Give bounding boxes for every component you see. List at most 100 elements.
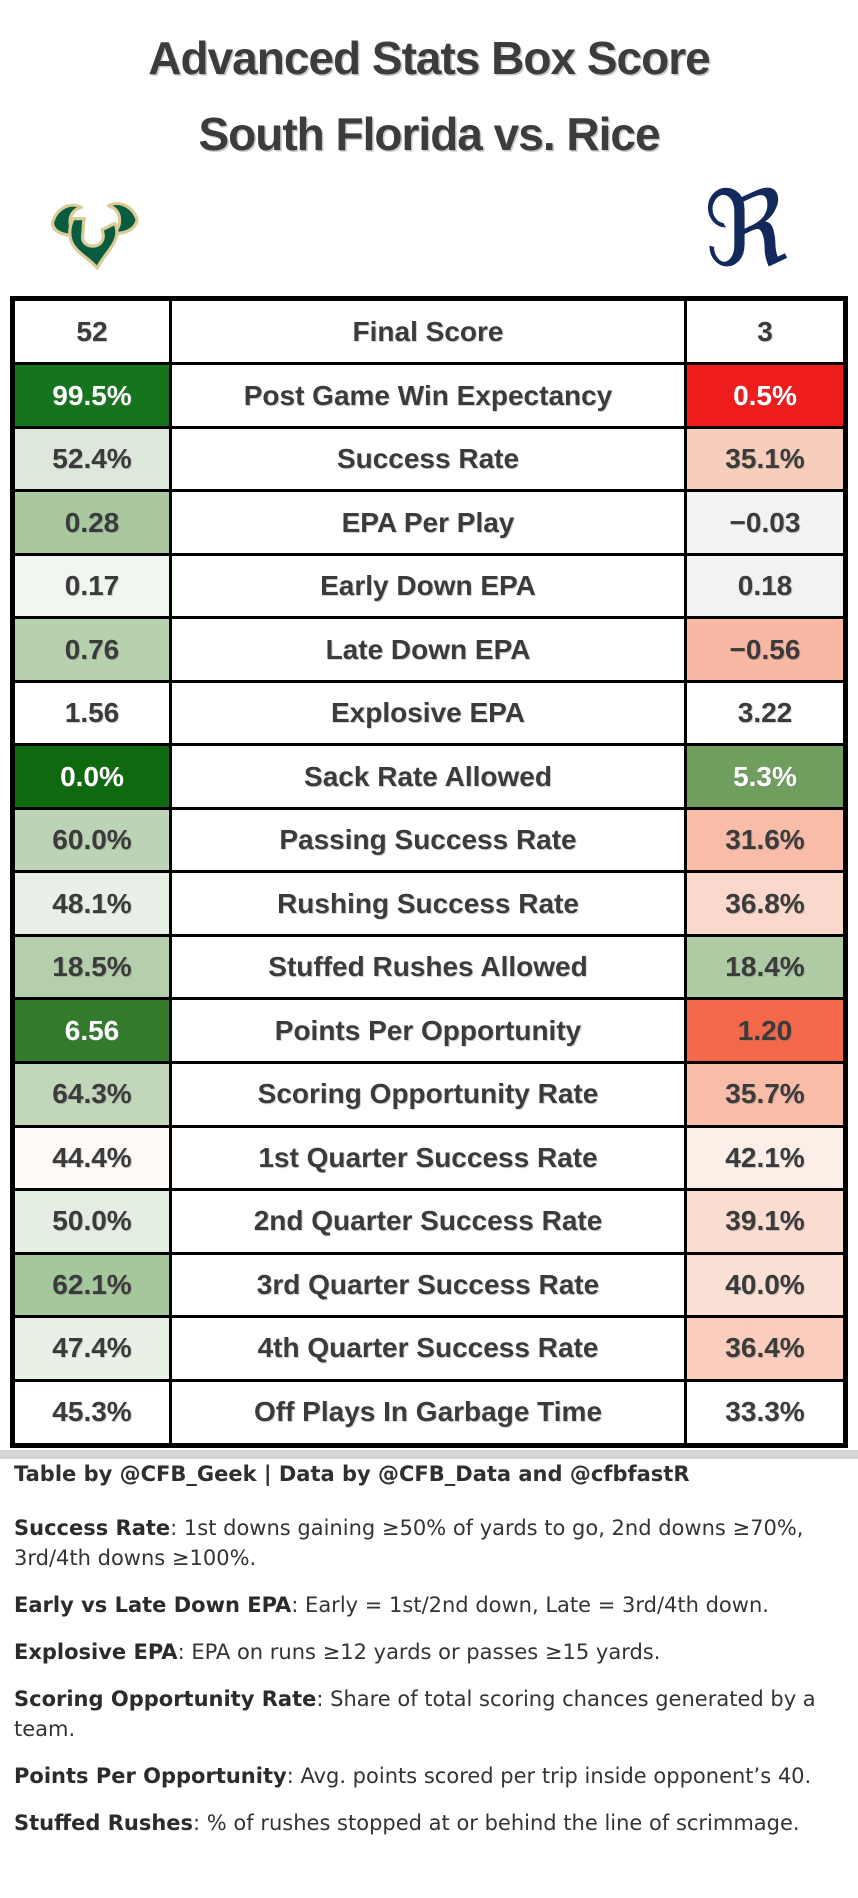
table-row: 50.0% 2nd Quarter Success Rate 39.1%: [11, 1188, 847, 1255]
table-row: 44.4% 1st Quarter Success Rate 42.1%: [11, 1124, 847, 1192]
logo-row: ℜ: [0, 169, 858, 295]
usf-value-cell: 44.4%: [11, 1124, 172, 1192]
credit-line: Table by @CFB_Geek | Data by @CFB_Data a…: [14, 1462, 690, 1486]
glossary-note: Explosive EPA: EPA on runs ≥12 yards or …: [14, 1637, 842, 1667]
glossary-term: Early vs Late Down EPA: [14, 1593, 292, 1617]
usf-value-cell: 50.0%: [11, 1188, 172, 1255]
glossary-definition: : Share of total scoring chances generat…: [14, 1687, 816, 1741]
usf-value-cell: 52: [11, 296, 172, 366]
table-row: 6.56 Points Per Opportunity 1.20: [11, 997, 847, 1064]
metric-label: Scoring Opportunity Rate: [169, 1061, 687, 1128]
rice-value-cell: −0.03: [684, 489, 847, 556]
table-row: 48.1% Rushing Success Rate 36.8%: [11, 870, 847, 937]
rice-value-cell: 36.4%: [684, 1315, 847, 1382]
rice-value-cell: 18.4%: [684, 933, 847, 1001]
glossary-term: Explosive EPA: [14, 1640, 178, 1664]
title-line-2: South Florida vs. Rice: [198, 108, 660, 160]
table-bottom-divider: [0, 1450, 858, 1459]
usf-value-cell: 99.5%: [11, 362, 172, 429]
usf-value-cell: 18.5%: [11, 933, 172, 1001]
glossary-note: Points Per Opportunity: Avg. points scor…: [14, 1761, 842, 1791]
usf-value-cell: 47.4%: [11, 1315, 172, 1382]
metric-label: Early Down EPA: [169, 552, 687, 620]
glossary-note: Success Rate: 1st downs gaining ≥50% of …: [14, 1513, 842, 1573]
rice-value-cell: 35.1%: [684, 425, 847, 493]
usf-value-cell: 62.1%: [11, 1251, 172, 1319]
rice-value-cell: 3.22: [684, 679, 847, 747]
rice-value-cell: 33.3%: [684, 1378, 847, 1448]
rice-value-cell: 5.3%: [684, 743, 847, 810]
usf-value-cell: 64.3%: [11, 1061, 172, 1128]
glossary-term: Success Rate: [14, 1516, 171, 1540]
rice-value-cell: 42.1%: [684, 1124, 847, 1192]
metric-label: Late Down EPA: [169, 616, 687, 683]
footer: Table by @CFB_Geek | Data by @CFB_Data a…: [14, 1462, 842, 1855]
usf-value-cell: 60.0%: [11, 806, 172, 874]
glossary-term: Points Per Opportunity: [14, 1764, 287, 1788]
metric-label: Sack Rate Allowed: [169, 743, 687, 810]
table-row: 0.76 Late Down EPA −0.56: [11, 616, 847, 683]
rice-value-cell: 36.8%: [684, 870, 847, 937]
rice-value-cell: 35.7%: [684, 1061, 847, 1128]
metric-label: Off Plays In Garbage Time: [169, 1378, 687, 1448]
rice-value-cell: 40.0%: [684, 1251, 847, 1319]
metric-label: Success Rate: [169, 425, 687, 493]
rice-value-cell: 39.1%: [684, 1188, 847, 1255]
metric-label: Stuffed Rushes Allowed: [169, 933, 687, 1001]
table-row: 47.4% 4th Quarter Success Rate 36.4%: [11, 1315, 847, 1382]
usf-value-cell: 0.0%: [11, 743, 172, 810]
usf-value-cell: 0.76: [11, 616, 172, 683]
rice-r-glyph: ℜ: [703, 168, 789, 290]
metric-label: Rushing Success Rate: [169, 870, 687, 937]
stats-table: 52 Final Score 3 99.5% Post Game Win Exp…: [10, 296, 848, 1448]
glossary-definition: : Avg. points scored per trip inside opp…: [286, 1764, 812, 1788]
metric-label: EPA Per Play: [169, 489, 687, 556]
usf-value-cell: 0.17: [11, 552, 172, 620]
glossary-note: Stuffed Rushes: % of rushes stopped at o…: [14, 1808, 842, 1838]
glossary-note: Early vs Late Down EPA: Early = 1st/2nd …: [14, 1590, 842, 1620]
usf-bull-logo-icon: [46, 199, 150, 283]
metric-label: Final Score: [169, 296, 687, 366]
metric-label: 3rd Quarter Success Rate: [169, 1251, 687, 1319]
title-line-1: Advanced Stats Box Score: [148, 32, 710, 84]
usf-value-cell: 6.56: [11, 997, 172, 1064]
metric-label: Post Game Win Expectancy: [169, 362, 687, 429]
table-row: 18.5% Stuffed Rushes Allowed 18.4%: [11, 933, 847, 1001]
rice-r-logo-icon: ℜ: [686, 169, 806, 289]
table-row: 1.56 Explosive EPA 3.22: [11, 679, 847, 747]
page-title: Advanced Stats Box Score South Florida v…: [0, 20, 858, 172]
table-row: 0.0% Sack Rate Allowed 5.3%: [11, 743, 847, 810]
glossary-note: Scoring Opportunity Rate: Share of total…: [14, 1684, 842, 1744]
table-row: 0.17 Early Down EPA 0.18: [11, 552, 847, 620]
rice-value-cell: 3: [684, 296, 847, 366]
usf-value-cell: 48.1%: [11, 870, 172, 937]
table-row: 99.5% Post Game Win Expectancy 0.5%: [11, 362, 847, 429]
rice-value-cell: 0.18: [684, 552, 847, 620]
glossary: Success Rate: 1st downs gaining ≥50% of …: [14, 1513, 842, 1838]
usf-value-cell: 45.3%: [11, 1378, 172, 1448]
glossary-definition: : EPA on runs ≥12 yards or passes ≥15 ya…: [177, 1640, 661, 1664]
metric-label: Points Per Opportunity: [169, 997, 687, 1064]
rice-value-cell: 31.6%: [684, 806, 847, 874]
glossary-definition: : Early = 1st/2nd down, Late = 3rd/4th d…: [291, 1593, 769, 1617]
rice-value-cell: 0.5%: [684, 362, 847, 429]
rice-value-cell: −0.56: [684, 616, 847, 683]
table-row: 60.0% Passing Success Rate 31.6%: [11, 806, 847, 874]
table-row: 52 Final Score 3: [11, 296, 847, 366]
table-row: 62.1% 3rd Quarter Success Rate 40.0%: [11, 1251, 847, 1319]
stats-table-body: 52 Final Score 3 99.5% Post Game Win Exp…: [11, 296, 847, 1448]
usf-value-cell: 0.28: [11, 489, 172, 556]
metric-label: Passing Success Rate: [169, 806, 687, 874]
table-row: 52.4% Success Rate 35.1%: [11, 425, 847, 493]
glossary-definition: : 1st downs gaining ≥50% of yards to go,…: [14, 1516, 804, 1570]
glossary-definition: : % of rushes stopped at or behind the l…: [193, 1811, 800, 1835]
table-row: 64.3% Scoring Opportunity Rate 35.7%: [11, 1061, 847, 1128]
glossary-term: Stuffed Rushes: [14, 1811, 194, 1835]
usf-value-cell: 1.56: [11, 679, 172, 747]
metric-label: 1st Quarter Success Rate: [169, 1124, 687, 1192]
glossary-term: Scoring Opportunity Rate: [14, 1687, 317, 1711]
metric-label: 4th Quarter Success Rate: [169, 1315, 687, 1382]
table-row: 0.28 EPA Per Play −0.03: [11, 489, 847, 556]
usf-value-cell: 52.4%: [11, 425, 172, 493]
metric-label: 2nd Quarter Success Rate: [169, 1188, 687, 1255]
